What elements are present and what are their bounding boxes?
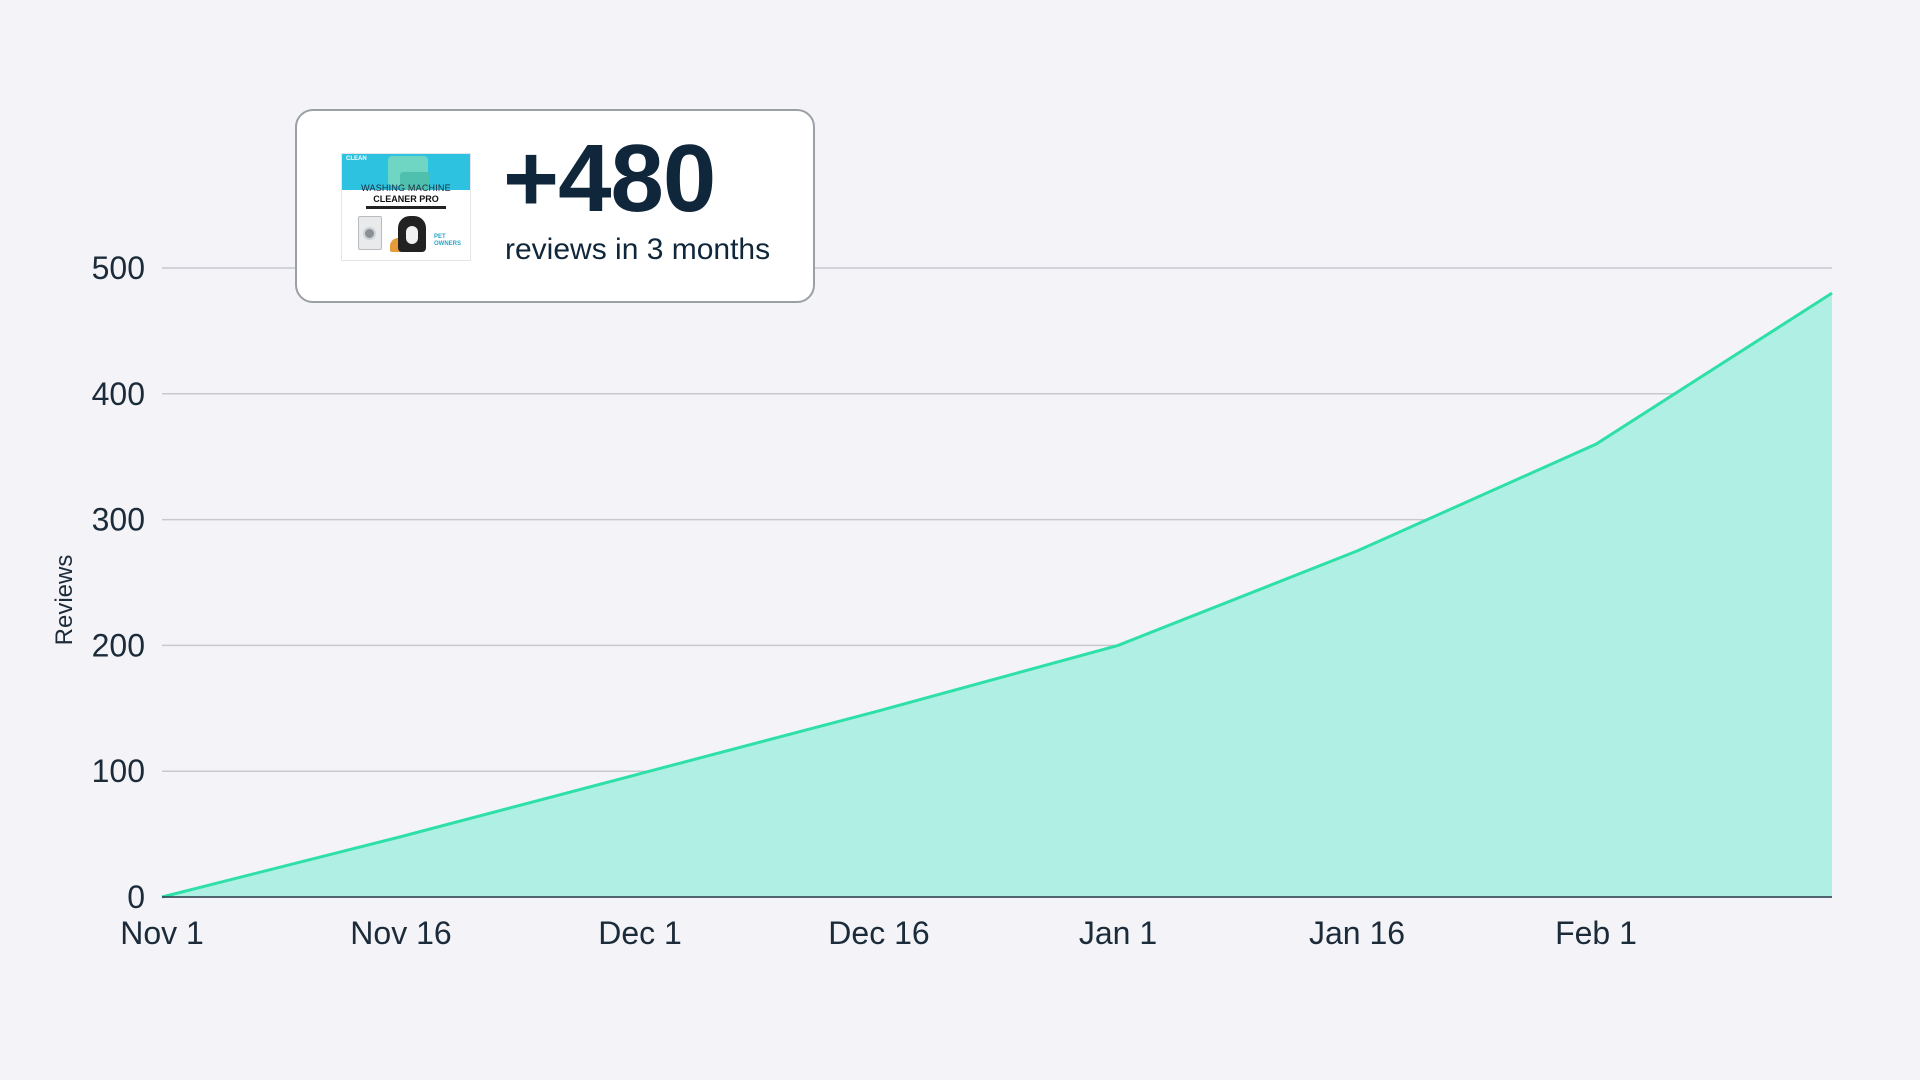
product-image: CLEAN WASHING MACHINE CLEANER PRO PET OW… <box>341 153 471 261</box>
product-brand: CLEAN <box>346 156 367 162</box>
y-tick-label: 200 <box>92 627 145 663</box>
product-title-line1: WASHING MACHINE <box>361 183 451 193</box>
y-axis-label: Reviews <box>51 555 78 646</box>
x-tick-label: Dec 16 <box>828 915 929 951</box>
x-axis-ticks: Nov 1 Nov 16 Dec 1 Dec 16 Jan 1 Jan 16 Feb 1 <box>120 915 1637 951</box>
product-side-text: PET OWNERS <box>434 234 461 248</box>
stat-value: +480 <box>503 125 716 232</box>
area-series <box>161 291 1833 899</box>
product-side-text-1: PET <box>434 234 446 240</box>
dog-face-icon <box>406 226 418 244</box>
x-tick-label: Feb 1 <box>1555 915 1637 951</box>
series-line <box>161 291 1833 899</box>
y-tick-label: 0 <box>127 879 145 915</box>
x-tick-label: Dec 1 <box>598 915 682 951</box>
x-tick-label: Jan 1 <box>1079 915 1157 951</box>
x-tick-label: Nov 16 <box>350 915 451 951</box>
y-tick-label: 300 <box>92 502 145 538</box>
x-tick-label: Jan 16 <box>1309 915 1405 951</box>
y-tick-label: 100 <box>92 753 145 789</box>
stat-card: CLEAN WASHING MACHINE CLEANER PRO PET OW… <box>295 109 815 303</box>
washing-machine-icon <box>358 216 382 250</box>
x-tick-label: Nov 1 <box>120 915 204 951</box>
y-tick-label: 500 <box>92 250 145 286</box>
area-fill <box>162 293 1832 897</box>
product-title-line2: CLEANER PRO <box>373 194 439 204</box>
drum-icon <box>363 227 376 240</box>
pod-icon <box>400 172 430 190</box>
product-side-text-2: OWNERS <box>434 241 461 247</box>
y-axis-ticks: 0 100 200 300 400 500 <box>92 250 145 915</box>
stat-caption: reviews in 3 months <box>505 233 771 266</box>
y-tick-label: 400 <box>92 376 145 412</box>
dog-icon <box>398 216 426 252</box>
product-divider <box>366 206 446 209</box>
